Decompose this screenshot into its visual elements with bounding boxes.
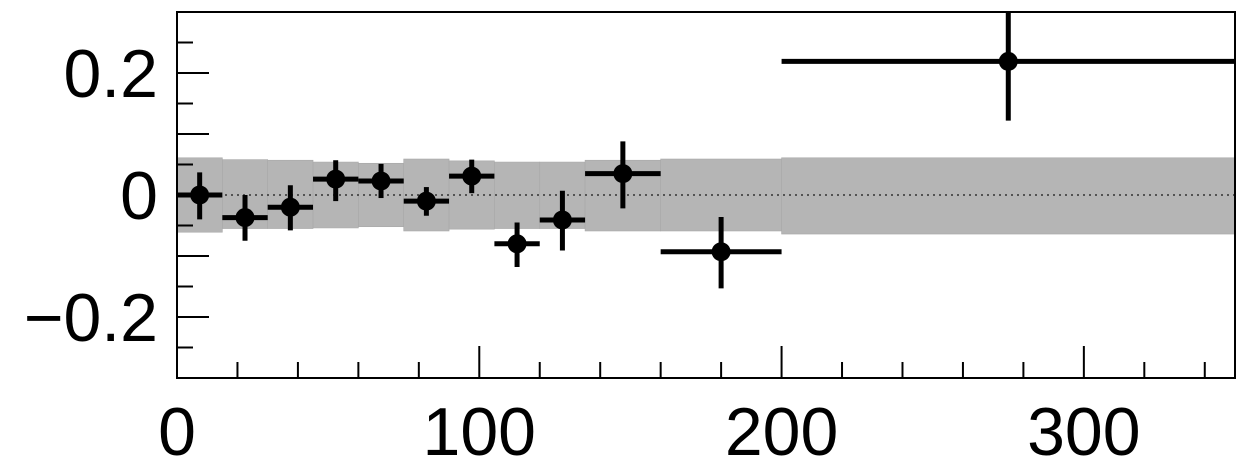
data-point-2	[267, 185, 314, 231]
x-tick-label-300: 300	[1027, 394, 1140, 460]
marker-8	[552, 210, 572, 230]
data-point-3	[313, 160, 359, 202]
marker-10	[711, 242, 731, 262]
x-axis: 0 100 200 300	[158, 346, 1206, 460]
data-point-7	[494, 222, 540, 267]
marker-3	[326, 169, 346, 189]
y-tick-label-0: 0	[120, 158, 158, 234]
x-tick-label-200: 200	[725, 394, 838, 460]
data-point-10	[660, 216, 782, 289]
marker-7	[507, 234, 527, 254]
data-point-5	[403, 187, 450, 216]
x-tick-label-0: 0	[158, 394, 196, 460]
marker-2	[280, 197, 300, 217]
data-point-11	[781, 12, 1235, 121]
data-point-4	[358, 163, 404, 199]
data-points	[177, 12, 1235, 289]
marker-1	[235, 208, 255, 228]
data-point-9	[585, 141, 661, 209]
y-tick-label-0.2: 0.2	[63, 36, 158, 112]
y-tick-label--0.2: −0.2	[24, 280, 158, 356]
data-point-1	[222, 195, 268, 241]
data-point-6	[449, 159, 495, 194]
x-tick-label-100: 100	[423, 394, 536, 460]
data-point-8	[539, 190, 586, 251]
marker-9	[613, 164, 633, 184]
marker-11	[998, 51, 1018, 71]
marker-4	[371, 171, 391, 191]
marker-6	[462, 166, 482, 186]
marker-5	[416, 191, 436, 211]
band-segment-11	[781, 157, 1236, 235]
y-axis: −0.2 0 0.2	[24, 11, 209, 379]
